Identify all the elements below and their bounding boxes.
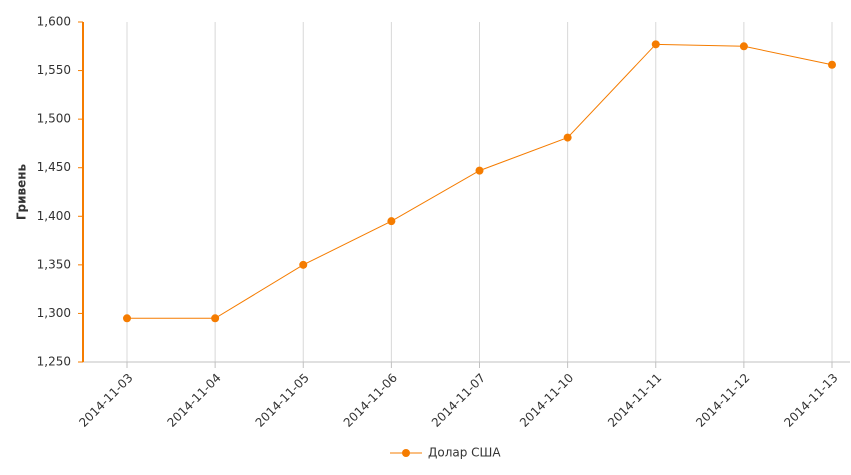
point bbox=[651, 40, 660, 49]
legend-label: Долар США bbox=[428, 446, 501, 460]
y-tick-label: 1,350 bbox=[37, 257, 71, 271]
point bbox=[387, 217, 396, 226]
x-tick-label: 2014-11-06 bbox=[341, 371, 400, 430]
point bbox=[475, 166, 484, 175]
point bbox=[211, 314, 220, 323]
y-tick-label: 1,400 bbox=[37, 209, 71, 223]
y-tick-label: 1,550 bbox=[37, 63, 71, 77]
legend-marker bbox=[402, 449, 410, 457]
point bbox=[563, 133, 572, 142]
y-tick-label: 1,250 bbox=[37, 355, 71, 369]
x-tick-label: 2014-11-05 bbox=[253, 371, 312, 430]
x-tick-label: 2014-11-03 bbox=[76, 371, 135, 430]
x-tick-label: 2014-11-11 bbox=[605, 371, 664, 430]
y-tick-label: 1,500 bbox=[37, 112, 71, 126]
y-axis-title: Гривень bbox=[15, 163, 29, 220]
point bbox=[828, 60, 836, 69]
x-tick-label: 2014-11-13 bbox=[781, 371, 840, 430]
x-tick-label: 2014-11-07 bbox=[429, 371, 488, 430]
y-tick-label: 1,450 bbox=[37, 160, 71, 174]
point bbox=[739, 42, 748, 51]
point bbox=[123, 314, 131, 323]
x-tick-label: 2014-11-04 bbox=[165, 371, 224, 430]
x-tick-label: 2014-11-12 bbox=[693, 371, 752, 430]
x-tick-label: 2014-11-10 bbox=[517, 371, 576, 430]
y-tick-label: 1,600 bbox=[37, 15, 71, 29]
y-tick-label: 1,300 bbox=[37, 306, 71, 320]
point bbox=[299, 260, 308, 269]
